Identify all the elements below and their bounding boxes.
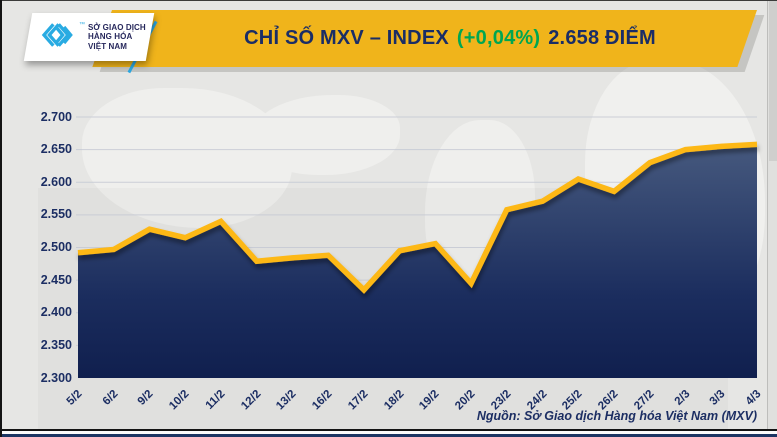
index-line bbox=[77, 141, 758, 294]
worldmap-watermark bbox=[250, 95, 400, 175]
worldmap-watermark bbox=[82, 88, 292, 228]
y-axis-tick-label: 2.400 bbox=[40, 305, 72, 320]
mxv-logo-icon bbox=[36, 19, 76, 56]
title-main: CHỈ SỐ MXV – INDEX bbox=[244, 27, 449, 49]
window-edge bbox=[0, 429, 777, 431]
index-area-fill bbox=[78, 144, 757, 378]
y-axis-tick-label: 2.350 bbox=[40, 337, 72, 352]
y-axis-tick-label: 2.650 bbox=[40, 142, 72, 157]
window-edge bbox=[0, 0, 777, 1]
y-axis-tick-label: 2.700 bbox=[40, 109, 72, 124]
title-index-value: 2.658 ĐIỂM bbox=[548, 27, 656, 49]
y-axis-tick-label: 2.550 bbox=[40, 207, 72, 222]
window-edge bbox=[0, 434, 777, 437]
title-change-percent: (+0,04%) bbox=[456, 27, 541, 49]
y-axis-tick-label: 2.450 bbox=[40, 272, 72, 287]
vertical-scrollbar[interactable] bbox=[767, 1, 777, 429]
page-title: CHỈ SỐ MXV – INDEX (+0,04%) 2.658 ĐIỂM bbox=[150, 10, 750, 67]
window-edge bbox=[0, 0, 2, 437]
y-axis-tick-label: 2.300 bbox=[40, 370, 72, 385]
y-axis-tick-label: 2.500 bbox=[40, 240, 72, 254]
y-axis-tick-label: 2.600 bbox=[40, 174, 72, 189]
scrollbar-thumb[interactable] bbox=[769, 1, 777, 161]
window-edge bbox=[0, 431, 777, 434]
source-caption: Nguồn: Sở Giao dịch Hàng hóa Việt Nam (M… bbox=[476, 409, 757, 423]
mxv-logo: ™ SỞ GIAO DỊCH HÀNG HÓA VIỆT NAM bbox=[23, 13, 155, 61]
mxv-index-area-chart bbox=[76, 116, 758, 378]
trademark-symbol: ™ bbox=[79, 22, 85, 28]
logo-text: SỞ GIAO DỊCH HÀNG HÓA VIỆT NAM bbox=[88, 22, 146, 51]
